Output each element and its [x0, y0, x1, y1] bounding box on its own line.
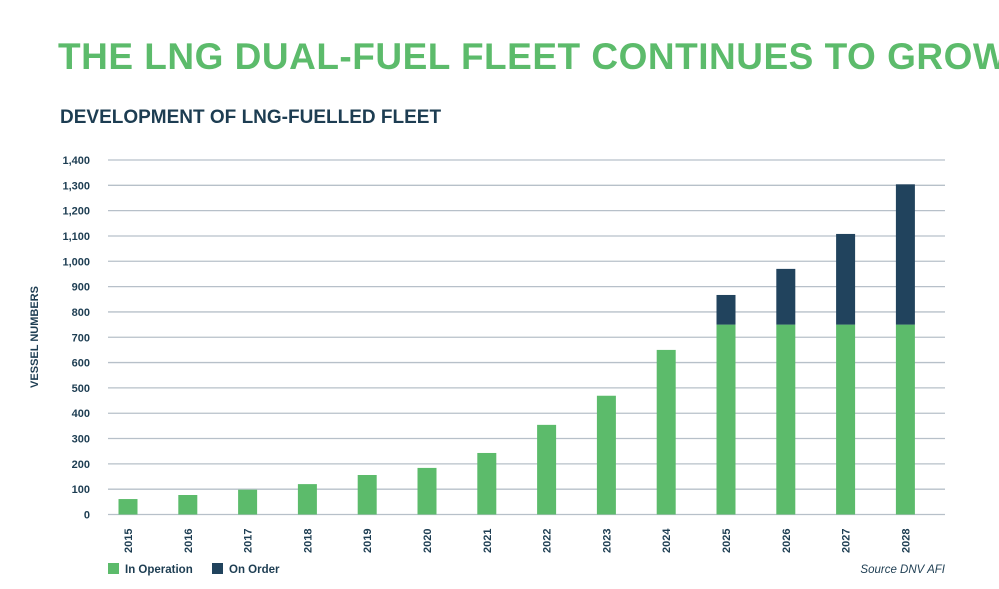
bar-in-operation-2019 — [357, 474, 377, 515]
source-note: Source DNV AFI — [860, 564, 945, 576]
bar-on-order-2027 — [836, 233, 856, 325]
y-tick-label: 1,000 — [62, 256, 90, 268]
y-tick-label: 1,400 — [62, 155, 90, 167]
y-tick-label: 1,100 — [62, 231, 90, 243]
bar-on-order-2028 — [895, 184, 915, 325]
bars — [118, 184, 915, 515]
x-tick-label: 2020 — [422, 529, 434, 553]
y-tick-label: 800 — [72, 307, 90, 319]
y-tick-label: 0 — [84, 510, 90, 522]
y-tick-label: 200 — [72, 459, 90, 471]
x-tick-label: 2017 — [243, 529, 255, 553]
legend-label-on-order: On Order — [229, 564, 280, 576]
y-tick-label: 400 — [72, 408, 90, 420]
x-tick-label: 2027 — [841, 529, 853, 553]
legend: In Operation On Order — [108, 563, 280, 576]
x-tick-label: 2019 — [362, 529, 374, 553]
y-tick-label: 1,300 — [62, 180, 90, 192]
x-tick-label: 2016 — [183, 529, 195, 553]
x-tick-label: 2015 — [123, 529, 135, 553]
chart-title: DEVELOPMENT OF LNG-FUELLED FLEET — [60, 107, 442, 128]
x-tick-label: 2025 — [721, 529, 733, 553]
bar-in-operation-2027 — [836, 324, 856, 515]
y-tick-label: 1,200 — [62, 206, 90, 218]
legend-swatch-on-order — [212, 563, 223, 574]
gridlines — [108, 159, 945, 516]
y-tick-label: 300 — [72, 434, 90, 446]
x-tick-label: 2028 — [900, 529, 912, 553]
page-title: THE LNG DUAL-FUEL FLEET CONTINUES TO GRO… — [58, 36, 999, 77]
bar-in-operation-2018 — [297, 484, 317, 515]
x-tick-label: 2021 — [482, 529, 494, 553]
bar-in-operation-2023 — [596, 395, 616, 515]
x-tick-labels: 2015 2016 2017 2018 2019 2020 2021 2022 2023 2024… — [123, 528, 912, 553]
bar-in-operation-2021 — [477, 452, 497, 515]
y-tick-labels: 0 100 200 300 400 500 600 700 800 900 1,000 1,100 1,… — [62, 155, 90, 522]
y-tick-label: 500 — [72, 383, 90, 395]
y-tick-label: 100 — [72, 484, 90, 496]
y-tick-label: 600 — [72, 358, 90, 370]
y-tick-label: 700 — [72, 332, 90, 344]
y-axis-label: VESSEL NUMBERS — [29, 286, 41, 388]
bar-in-operation-2015 — [118, 499, 138, 515]
y-tick-label: 900 — [72, 282, 90, 294]
legend-swatch-in-operation — [108, 563, 119, 574]
bar-in-operation-2020 — [417, 467, 437, 515]
bar-in-operation-2028 — [895, 324, 915, 515]
x-tick-label: 2024 — [661, 528, 673, 553]
x-tick-label: 2018 — [302, 529, 314, 553]
x-tick-label: 2026 — [781, 529, 793, 553]
x-tick-label: 2023 — [601, 529, 613, 553]
bar-in-operation-2016 — [178, 495, 198, 515]
bar-in-operation-2026 — [776, 324, 796, 515]
bar-on-order-2026 — [776, 268, 796, 325]
bar-in-operation-2024 — [656, 349, 676, 515]
legend-label-in-operation: In Operation — [125, 564, 193, 576]
bar-in-operation-2017 — [238, 489, 258, 515]
x-tick-label: 2022 — [542, 529, 554, 553]
bar-in-operation-2025 — [716, 324, 736, 515]
bar-on-order-2025 — [716, 294, 736, 325]
bar-in-operation-2022 — [537, 424, 557, 515]
